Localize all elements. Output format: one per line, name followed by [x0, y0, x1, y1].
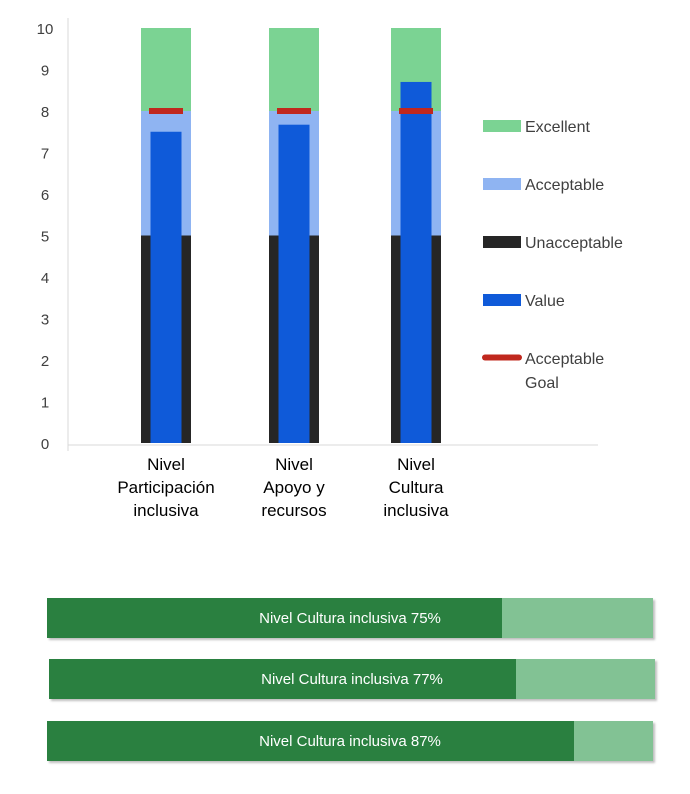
legend-label: Acceptable Goal: [525, 351, 604, 392]
y-tick-label: 1: [41, 395, 49, 412]
band-excellent: [141, 28, 191, 111]
progress-label: Nivel Cultura inclusiva 75%: [259, 609, 441, 627]
progress-fill: [47, 598, 502, 638]
legend-label: Unacceptable: [525, 235, 623, 252]
x-tick-label: Nivel Apoyo y recursos: [261, 455, 326, 520]
value-bar: [150, 131, 182, 443]
progress-fill: [47, 721, 575, 761]
progress-label: Nivel Cultura inclusiva 77%: [261, 670, 443, 688]
y-tick-label: 2: [41, 353, 49, 370]
y-tick-label: 6: [41, 187, 49, 204]
x-tick-label: Nivel Cultura inclusiva: [383, 455, 449, 520]
progress-track: [501, 598, 653, 638]
value-bar: [400, 81, 432, 443]
goal-marker: [399, 108, 433, 114]
value-bar: [278, 124, 310, 443]
progress-fill: [49, 659, 516, 699]
x-tick-label: Nivel Participación inclusiva: [117, 455, 214, 520]
progress-bar: Nivel Cultura inclusiva 87%: [47, 721, 653, 761]
y-tick-label: 3: [41, 312, 49, 329]
y-tick-label: 7: [41, 146, 49, 163]
legend-label: Acceptable: [525, 177, 604, 194]
y-tick-label: 8: [41, 104, 49, 121]
progress-track: [574, 721, 653, 761]
y-tick-label: 4: [41, 270, 49, 287]
y-tick-label: 9: [41, 63, 49, 80]
progress-bar: Nivel Cultura inclusiva 77%: [49, 659, 655, 699]
bullet-chart: 0 1 2 3 4 5 6 7 8 9 10 Nivel Participación inclusiva N…: [37, 18, 623, 520]
legend-swatch: [482, 354, 522, 361]
legend-swatch: [483, 236, 521, 248]
y-tick-label: 5: [41, 229, 49, 246]
legend-swatch: [483, 178, 521, 190]
goal-marker: [277, 108, 311, 114]
legend-label: Value: [525, 293, 565, 310]
y-tick-label: 10: [37, 21, 54, 38]
progress-track: [515, 659, 655, 699]
progress-bar: Nivel Cultura inclusiva 75%: [47, 598, 653, 638]
goal-marker: [149, 108, 183, 114]
y-tick-label: 0: [41, 436, 49, 453]
legend-label: Excellent: [525, 119, 590, 136]
progress-label: Nivel Cultura inclusiva 87%: [259, 732, 441, 750]
band-excellent: [269, 28, 319, 111]
legend-swatch: [483, 120, 521, 132]
legend-swatch: [483, 294, 521, 306]
